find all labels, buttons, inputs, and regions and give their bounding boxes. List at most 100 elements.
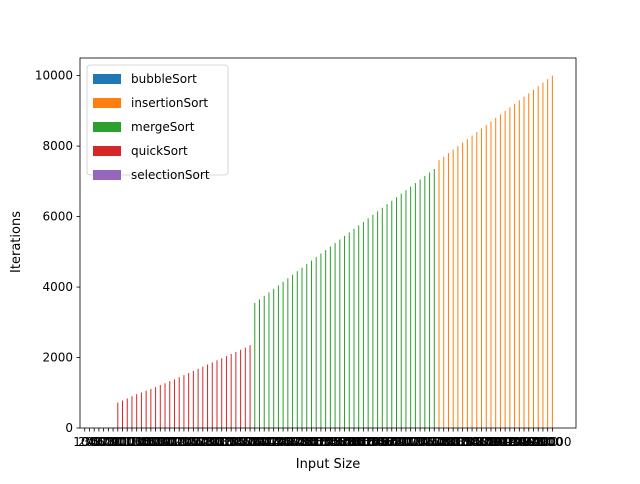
x-tick-label-7800: 7800 [433, 435, 464, 449]
bar-insertionSort-7800 [447, 153, 449, 428]
bar-mergeSort-5200 [325, 250, 327, 428]
x-tick-label-3100: 3100 [211, 435, 242, 449]
bar-mergeSort-4300 [282, 281, 284, 428]
bar-quickSort-900 [122, 400, 124, 428]
bar-quickSort-2800 [211, 362, 213, 428]
x-tick-label-6600: 6600 [376, 435, 407, 449]
x-tick-label-8800: 8800 [480, 435, 511, 449]
x-tick-label-8900: 8900 [485, 435, 516, 449]
bar-mergeSort-5700 [348, 232, 350, 428]
bar-insertionSort-7600 [438, 160, 440, 428]
bar-mergeSort-4100 [273, 288, 275, 428]
x-tick-label-4400: 4400 [273, 435, 304, 449]
bar-insertionSort-8700 [490, 121, 492, 429]
x-tick-label-200: 200 [78, 435, 101, 449]
bar-mergeSort-6400 [381, 207, 383, 428]
x-tick-label-2900: 2900 [202, 435, 233, 449]
x-tick-label-8100: 8100 [447, 435, 478, 449]
bar-insertionSort-9700 [537, 86, 539, 428]
bar-mergeSort-3900 [263, 295, 265, 428]
bar-mergeSort-7100 [414, 183, 416, 428]
bar-mergeSort-5500 [339, 239, 341, 428]
bar-quickSort-3400 [240, 349, 242, 428]
x-tick-label-8700: 8700 [476, 435, 507, 449]
x-tick-label-4600: 4600 [282, 435, 313, 449]
bar-mergeSort-6200 [372, 214, 374, 428]
x-tick-label-3200: 3200 [216, 435, 247, 449]
bar-mergeSort-5600 [344, 235, 346, 428]
bar-mergeSort-6900 [405, 190, 407, 428]
x-tick-label-3600: 3600 [235, 435, 266, 449]
x-tick-label-2000: 2000 [159, 435, 190, 449]
bars-layer [117, 75, 553, 429]
x-tick-label-3800: 3800 [244, 435, 275, 449]
bar-insertionSort-9800 [542, 82, 544, 429]
bar-insertionSort-8400 [476, 132, 478, 428]
legend-label-selectionSort: selectionSort [131, 168, 210, 182]
x-tick-label-4200: 4200 [263, 435, 294, 449]
bar-insertionSort-9400 [523, 96, 525, 428]
x-tick-label-400: 400 [87, 435, 110, 449]
x-tick-label-4500: 4500 [277, 435, 308, 449]
legend-box [86, 64, 229, 176]
x-tick-label-2100: 2100 [164, 435, 195, 449]
x-tick-label-9800: 9800 [528, 435, 559, 449]
bar-mergeSort-6500 [386, 204, 388, 428]
x-tick-label-2600: 2600 [188, 435, 219, 449]
bar-mergeSort-7000 [410, 186, 412, 428]
bar-mergeSort-6100 [367, 218, 369, 428]
x-tick-label-10000: 10000 [533, 435, 571, 449]
bar-mergeSort-6000 [362, 221, 364, 428]
x-tick-label-9900: 9900 [532, 435, 563, 449]
bar-quickSort-2400 [192, 370, 194, 428]
bar-insertionSort-7700 [443, 156, 445, 429]
x-tick-label-6500: 6500 [372, 435, 403, 449]
bar-mergeSort-7200 [419, 179, 421, 428]
y-axis-label: Iterations [9, 211, 24, 273]
x-tick-label-4900: 4900 [296, 435, 327, 449]
bar-mergeSort-4400 [287, 278, 289, 428]
x-tick-label-9300: 9300 [504, 435, 535, 449]
x-tick-label-2200: 2200 [169, 435, 200, 449]
x-tick-label-8300: 8300 [457, 435, 488, 449]
x-tick-label-1500: 1500 [136, 435, 167, 449]
bar-quickSort-2500 [197, 368, 199, 428]
bar-insertionSort-9100 [509, 107, 511, 428]
bar-quickSort-2300 [188, 373, 190, 428]
x-tick-label-9100: 9100 [495, 435, 526, 449]
x-axis-label: Input Size [296, 457, 360, 472]
x-tick-label-8200: 8200 [452, 435, 483, 449]
bar-quickSort-3100 [225, 356, 227, 428]
x-tick-label-5400: 5400 [320, 435, 351, 449]
bar-mergeSort-4900 [310, 260, 312, 428]
bar-mergeSort-5100 [320, 253, 322, 428]
x-tick-label-1300: 1300 [126, 435, 157, 449]
legend-swatch-quickSort [93, 146, 121, 156]
bar-quickSort-2600 [202, 366, 204, 428]
x-tick-label-7700: 7700 [428, 435, 459, 449]
bar-mergeSort-4800 [306, 264, 308, 428]
legend-swatch-mergeSort [93, 122, 121, 132]
legend-label-mergeSort: mergeSort [131, 120, 195, 134]
x-tick-label-5500: 5500 [325, 435, 356, 449]
bar-mergeSort-5900 [358, 225, 360, 428]
bar-mergeSort-6800 [400, 193, 402, 428]
bar-quickSort-1700 [159, 385, 161, 428]
bar-mergeSort-4000 [268, 292, 270, 428]
bar-quickSort-3200 [230, 354, 232, 428]
x-tick-label-2400: 2400 [178, 435, 209, 449]
x-tick-label-9600: 9600 [518, 435, 549, 449]
bar-quickSort-1800 [164, 383, 166, 428]
bar-mergeSort-6700 [396, 197, 397, 428]
bar-mergeSort-4700 [301, 267, 303, 428]
y-tick-label-6000: 6000 [42, 210, 73, 224]
x-tick-label-7600: 7600 [424, 435, 455, 449]
legend-swatch-insertionSort [93, 98, 121, 108]
bar-quickSort-1300 [140, 392, 142, 428]
x-tick-label-600: 600 [97, 435, 120, 449]
x-tick-label-3700: 3700 [240, 435, 271, 449]
legend-label-quickSort: quickSort [131, 144, 188, 158]
x-tick-label-5600: 5600 [329, 435, 360, 449]
x-tick-label-7100: 7100 [400, 435, 431, 449]
